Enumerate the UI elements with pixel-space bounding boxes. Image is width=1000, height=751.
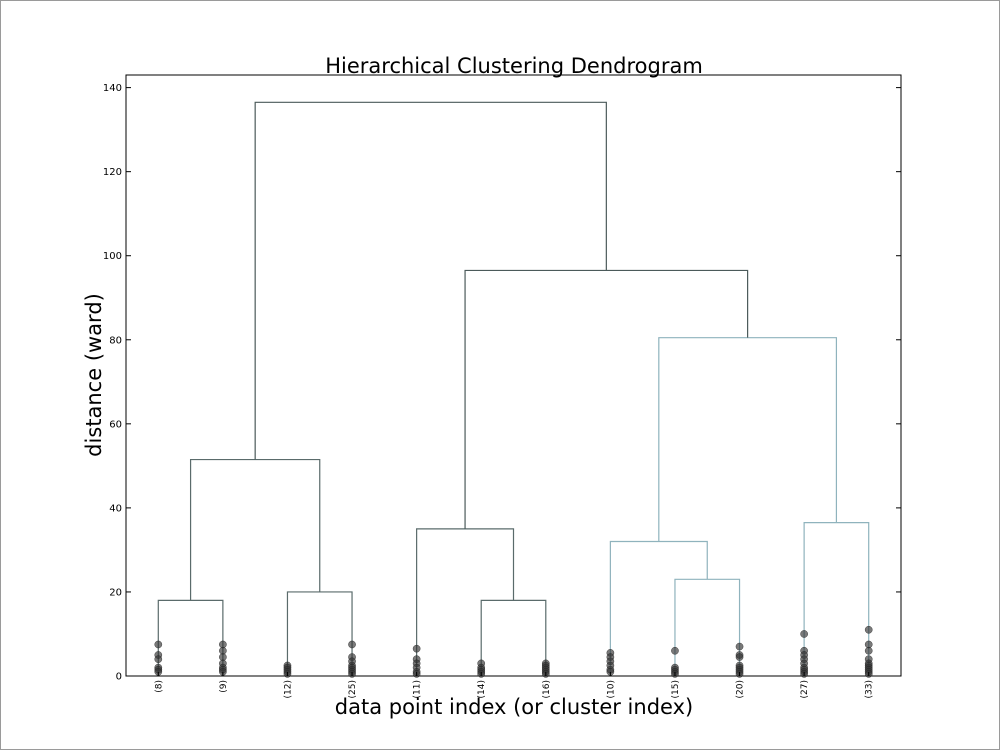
dendrogram-link [480,599,547,676]
dendrogram-link [609,540,708,676]
dendrogram-link [416,528,515,676]
leaf-point [671,646,679,655]
leaf-label: (8) [154,680,164,693]
dendrogram-link [254,101,607,460]
chart-title: Hierarchical Clustering Dendrogram [325,54,703,78]
y-tick-label: 0 [116,672,122,683]
y-tick-label: 20 [109,587,122,598]
leaf-label: (33) [865,680,875,698]
leaf-labels: (8) (9) (12) (25) (11) (14) (16) (10) (15) (20) (2… [154,672,875,698]
leaf-label: (25) [348,680,358,698]
leaf-points [154,625,873,678]
y-tick-label: 80 [109,335,122,346]
leaf-point [348,640,356,649]
y-tick-label: 100 [103,251,122,262]
dendrogram-link [674,578,741,676]
leaf-point [800,630,808,638]
leaf-label: (16) [542,680,552,698]
leaf-point [735,642,744,651]
leaf-point [864,646,873,655]
x-axis-label: data point index (or cluster index) [335,695,693,719]
plot-area [125,74,902,677]
leaf-label: (10) [606,680,616,698]
leaf-point [735,653,744,661]
dendrogram-link [464,269,749,529]
leaf-label: (14) [477,680,487,698]
dendrogram-link [286,591,353,676]
leaf-label: (9) [219,680,229,693]
dendrogram-links [157,101,870,676]
leaf-label: (11) [413,680,423,698]
leaf-point [412,644,421,653]
dendrogram-link [189,458,321,601]
y-tick-label: 140 [103,83,122,94]
y-axis: 0 20 40 60 80 100 120 140 [103,83,901,683]
y-tick-label: 120 [103,167,122,178]
leaf-label: (12) [283,680,293,698]
dendrogram-link [157,599,224,676]
y-tick-label: 60 [109,419,122,430]
leaf-label: (27) [800,680,810,698]
leaf-point [864,625,873,634]
dendrogram-link [658,337,838,542]
dendrogram-link [803,521,870,676]
leaf-label: (20) [736,680,746,698]
leaf-point [154,655,163,663]
leaf-label: (15) [671,680,681,698]
leaf-point [154,640,163,649]
y-axis-label: distance (ward) [82,293,106,457]
y-tick-label: 40 [109,503,122,514]
